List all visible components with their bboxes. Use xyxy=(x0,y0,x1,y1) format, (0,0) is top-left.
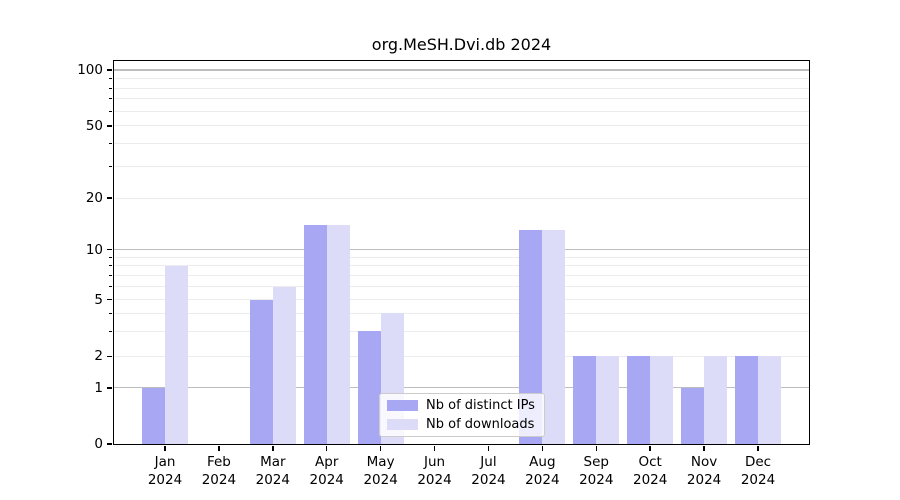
gridline-minor xyxy=(114,286,809,288)
bar-downloads xyxy=(596,356,620,444)
bar-distinct-ips xyxy=(519,230,543,444)
y-tick-mark-minor xyxy=(109,274,112,276)
y-tick-label: 2 xyxy=(94,348,103,365)
x-tick-mark xyxy=(649,446,651,451)
gridline-minor xyxy=(114,78,809,79)
y-tick-label: 5 xyxy=(94,291,103,308)
gridline xyxy=(114,125,809,127)
legend: Nb of distinct IPs Nb of downloads xyxy=(379,393,545,437)
y-tick-label: 1 xyxy=(94,379,103,396)
y-tick-mark xyxy=(107,125,112,127)
x-tick-mark xyxy=(541,446,544,451)
y-tick-mark-minor xyxy=(109,330,112,332)
bar-downloads xyxy=(704,356,728,444)
x-tick-mark xyxy=(326,446,328,451)
x-tick-label: Jan 2024 xyxy=(147,454,183,488)
x-tick-mark xyxy=(272,446,274,451)
y-tick-mark xyxy=(107,69,112,71)
y-tick-mark-minor xyxy=(109,98,112,100)
y-tick-label: 0 xyxy=(94,436,103,452)
bar-distinct-ips xyxy=(681,387,705,444)
bar-distinct-ips xyxy=(303,224,327,444)
y-tick-mark xyxy=(107,443,112,445)
y-tick-mark-minor xyxy=(109,87,112,89)
x-tick-mark xyxy=(595,446,597,451)
x-tick-label: May 2024 xyxy=(363,454,398,488)
gridline-minor xyxy=(114,256,809,258)
y-tick-mark-minor xyxy=(109,286,112,288)
legend-label-downloads: Nb of downloads xyxy=(426,417,535,432)
x-tick-label: Jun 2024 xyxy=(417,454,452,488)
y-tick-mark-minor xyxy=(109,143,112,144)
bar-distinct-ips xyxy=(627,356,651,444)
y-tick-mark-minor xyxy=(109,110,112,112)
gridline xyxy=(114,197,809,199)
x-tick-label: Feb 2024 xyxy=(201,454,237,488)
x-tick-label: Jul 2024 xyxy=(471,454,506,488)
gridline-minor xyxy=(114,98,809,100)
y-tick-mark-minor xyxy=(109,265,112,267)
y-tick-mark-minor xyxy=(109,78,112,79)
bar-distinct-ips xyxy=(357,331,381,444)
x-tick-label: Dec 2024 xyxy=(740,454,776,488)
x-tick-label: Mar 2024 xyxy=(255,454,290,488)
y-tick-mark xyxy=(107,249,112,251)
bar-downloads xyxy=(758,356,781,444)
bar-downloads xyxy=(542,230,566,444)
y-tick-label: 20 xyxy=(85,190,103,207)
gridline-major xyxy=(114,249,809,251)
x-tick-mark xyxy=(433,446,436,451)
bar-distinct-ips xyxy=(249,299,273,444)
plot-area: Nb of distinct IPs Nb of downloads 0 1 2 5 1… xyxy=(77,60,810,488)
bar-downloads xyxy=(272,286,296,444)
y-tick-mark-minor xyxy=(109,165,112,167)
x-tick-mark xyxy=(218,446,220,451)
legend-label-distinct-ips: Nb of distinct IPs xyxy=(426,398,535,413)
y-tick-mark xyxy=(107,355,112,357)
x-tick-label: Sep 2024 xyxy=(579,454,614,488)
gridline-minor xyxy=(114,265,809,267)
x-tick-mark xyxy=(703,446,705,451)
bar-distinct-ips xyxy=(735,356,758,444)
x-tick-mark xyxy=(379,446,382,451)
y-tick-mark-minor xyxy=(109,312,112,314)
bar-downloads xyxy=(326,224,350,444)
gridline-major xyxy=(114,69,809,71)
x-tick-label: Nov 2024 xyxy=(686,454,722,488)
y-tick-label: 10 xyxy=(85,241,103,258)
y-tick-label: 50 xyxy=(85,117,103,134)
gridline-minor xyxy=(114,312,809,314)
x-tick-label: Apr 2024 xyxy=(309,454,344,488)
bar-distinct-ips xyxy=(573,356,597,444)
gridline-minor xyxy=(114,87,809,89)
gridline-minor xyxy=(114,165,809,167)
y-tick-label: 100 xyxy=(77,62,103,78)
y-tick-mark xyxy=(107,298,112,301)
gridline-minor xyxy=(114,330,809,332)
x-tick-label: Aug 2024 xyxy=(525,454,560,488)
legend-item-downloads: Nb of downloads xyxy=(387,417,537,432)
bar-downloads xyxy=(650,356,674,444)
y-tick-mark xyxy=(107,387,112,389)
x-tick-mark xyxy=(757,446,759,451)
gridline-minor xyxy=(114,143,809,144)
gridline-minor xyxy=(114,110,809,112)
y-tick-mark-minor xyxy=(109,256,112,258)
legend-swatch-distinct-ips xyxy=(387,400,418,411)
gridline xyxy=(114,299,809,301)
bar-distinct-ips xyxy=(142,387,165,444)
x-tick-mark xyxy=(164,446,166,451)
gridline xyxy=(114,355,809,357)
y-tick-mark xyxy=(107,197,112,199)
gridline-major xyxy=(114,387,809,389)
legend-swatch-downloads xyxy=(387,419,418,430)
bar-downloads xyxy=(165,265,188,444)
legend-item-distinct-ips: Nb of distinct IPs xyxy=(387,398,537,413)
x-tick-label: Oct 2024 xyxy=(632,454,668,488)
gridline-minor xyxy=(114,274,809,276)
x-tick-mark xyxy=(487,446,490,451)
chart-title: org.MeSH.Dvi.db 2024 xyxy=(371,35,552,54)
